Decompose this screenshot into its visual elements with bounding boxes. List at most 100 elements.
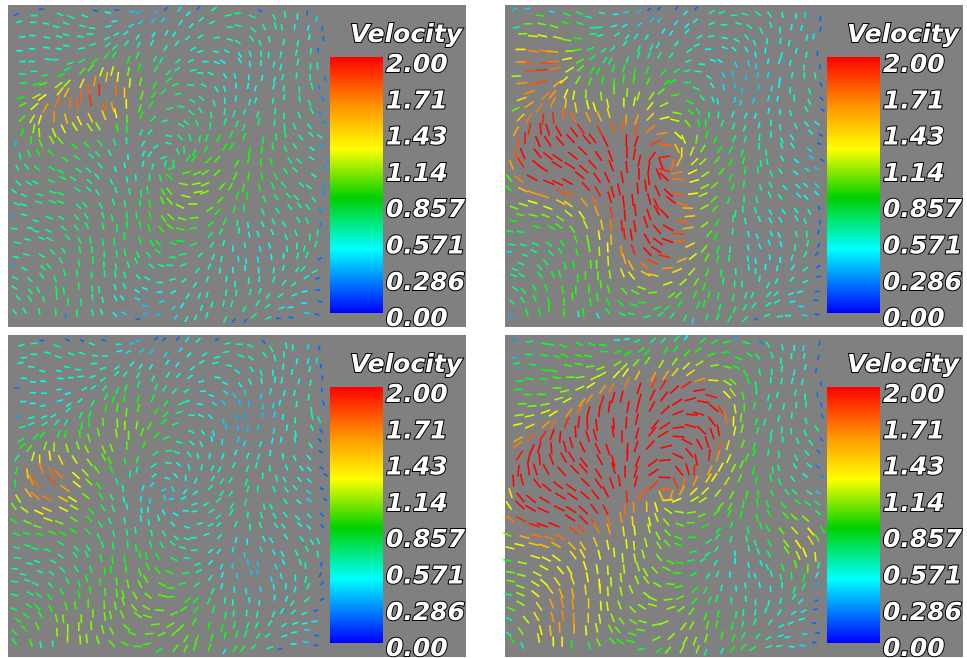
vector-arrow (797, 598, 804, 605)
vector-arrow (704, 436, 710, 448)
vector-arrow (271, 549, 277, 556)
vector-arrow (31, 180, 39, 185)
vector-arrow (801, 515, 810, 523)
vector-arrow (243, 630, 248, 638)
vector-arrow (531, 589, 540, 598)
vector-arrow (554, 492, 566, 500)
vector-arrow (819, 96, 824, 102)
vector-arrow (720, 584, 723, 592)
vector-arrow (575, 58, 585, 64)
vector-arrow (241, 123, 246, 132)
vector-arrow (765, 645, 773, 649)
vector-arrow (565, 133, 576, 144)
vector-arrow (139, 111, 144, 120)
vector-arrow (177, 346, 183, 353)
vector-arrow (142, 574, 149, 584)
vector-arrow (47, 178, 55, 184)
vector-arrow (193, 190, 203, 194)
vector-arrow (525, 340, 534, 343)
vector-arrow (255, 110, 260, 118)
vector-arrow (561, 285, 564, 294)
vector-arrow (113, 283, 117, 291)
vector-arrow (320, 561, 323, 567)
vector-arrow (636, 91, 641, 101)
vector-arrow (260, 172, 264, 181)
vector-arrow (113, 270, 117, 278)
vector-arrow (535, 601, 543, 611)
vector-arrow (779, 155, 785, 162)
vector-arrow (46, 593, 53, 601)
vector-arrow (273, 522, 279, 529)
vector-arrow (223, 49, 230, 54)
vector-arrow (516, 573, 526, 577)
vector-arrow (608, 159, 615, 172)
vector-arrow (38, 139, 44, 148)
vector-arrow (224, 13, 232, 17)
vector-arrow (540, 353, 549, 357)
vector-arrow (705, 572, 711, 580)
vector-arrow (524, 7, 531, 10)
vector-arrow (281, 413, 285, 421)
vector-arrow (205, 291, 209, 299)
vector-arrow (562, 38, 572, 42)
vector-arrow (816, 449, 822, 454)
vector-arrow (283, 123, 286, 131)
vector-arrow (731, 633, 736, 642)
vector-arrow (680, 380, 692, 389)
vector-arrow (613, 360, 622, 367)
vector-arrow (559, 389, 570, 393)
vector-arrow (228, 509, 234, 516)
vector-arrow (95, 635, 100, 645)
vector-arrow (109, 565, 112, 574)
vector-arrow (114, 186, 118, 194)
vector-arrow (221, 400, 227, 406)
vector-arrow (680, 134, 687, 144)
vector-arrow (552, 480, 564, 490)
vector-arrow (55, 627, 59, 637)
vector-arrow (93, 465, 100, 474)
vector-arrow (96, 533, 102, 541)
vector-arrow (655, 531, 661, 541)
vector-arrow (108, 626, 115, 636)
vector-arrow (684, 214, 696, 218)
vector-arrow (686, 558, 695, 563)
vector-arrow (623, 10, 630, 14)
colorbar-tick-label: 0.00 (386, 633, 448, 658)
vector-arrow (691, 586, 699, 594)
vector-arrow (597, 230, 601, 241)
vector-arrow (705, 74, 712, 80)
vector-arrow (246, 425, 250, 432)
vector-arrow (258, 275, 261, 283)
vector-arrow (642, 567, 649, 577)
vector-arrow (662, 281, 673, 286)
vector-arrow (643, 348, 651, 356)
vector-arrow (53, 419, 60, 426)
vector-arrow (804, 500, 812, 507)
vector-arrow (267, 620, 273, 627)
vector-arrow (717, 502, 724, 510)
vector-arrow (203, 145, 209, 154)
vector-arrow (309, 48, 313, 55)
vector-arrow (569, 464, 580, 475)
vector-arrow (221, 381, 229, 386)
vector-arrow (290, 281, 297, 287)
vector-arrow (739, 99, 743, 106)
vector-arrow (766, 539, 773, 547)
vector-arrow (126, 579, 130, 589)
vector-arrow (708, 21, 716, 26)
vector-arrow (595, 292, 599, 302)
vector-arrow (234, 24, 242, 28)
vector-arrow (160, 17, 166, 23)
vector-arrow (574, 75, 581, 85)
vector-arrow (538, 193, 549, 199)
vector-arrow (32, 524, 42, 529)
vector-arrow (183, 597, 192, 604)
vector-arrow (53, 344, 61, 348)
vector-arrow (756, 498, 759, 507)
vector-arrow (516, 213, 525, 217)
vector-arrow (319, 363, 322, 369)
vector-arrow (213, 355, 221, 360)
vector-arrow (280, 23, 283, 31)
vector-arrow (559, 343, 568, 349)
vector-arrow (585, 430, 591, 443)
